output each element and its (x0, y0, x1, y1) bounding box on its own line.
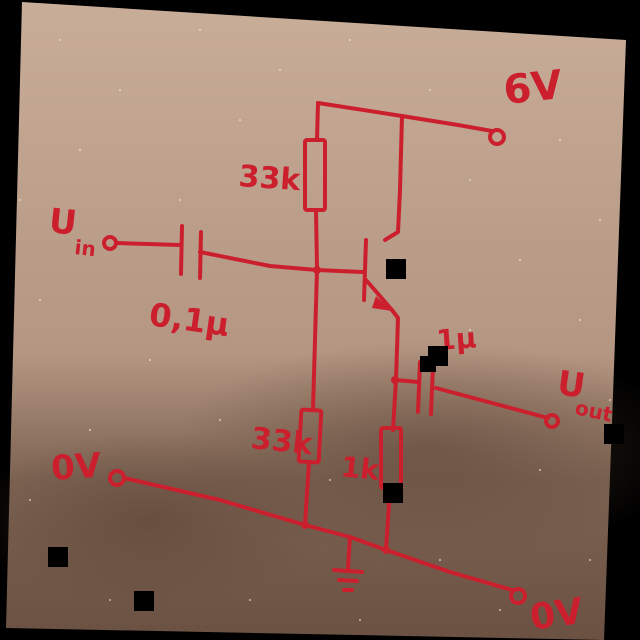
ground-right-label: 0V (528, 591, 586, 639)
collector-line (383, 114, 404, 242)
emitter-line (390, 308, 400, 432)
resistor-bottom (296, 407, 324, 465)
transistor-emitter (364, 278, 394, 312)
ground-junction-1 (301, 521, 309, 529)
resistor-top-leads (314, 101, 320, 270)
output-wire-right (434, 386, 550, 420)
output-wire-left (393, 378, 420, 384)
earth-symbol (332, 535, 364, 592)
ground-junction-2 (382, 546, 390, 554)
supply-terminal (488, 128, 506, 146)
supply-voltage-label: 6V (501, 62, 564, 114)
occlusion-squares (48, 259, 624, 611)
output-terminal (544, 413, 560, 429)
output-label: U (555, 363, 588, 406)
input-label: U (47, 201, 79, 244)
input-wire (115, 241, 319, 272)
resistor-emitter-label: 1k (339, 450, 382, 487)
ground-left-label: 0V (50, 446, 103, 489)
base-wire (315, 268, 364, 274)
resistor-bottom-label: 33k (249, 421, 315, 462)
resistor-bottom-leads (303, 268, 319, 527)
input-label-sub: in (73, 235, 96, 261)
transistor-base-bar (362, 238, 368, 302)
resistor-top (303, 138, 327, 212)
ground-terminal-right (509, 587, 527, 605)
resistor-top-label: 33k (237, 159, 302, 198)
transistor-emitter-arrow (372, 296, 392, 311)
speckle-noise (19, 29, 611, 621)
input-capacitor (179, 224, 203, 280)
supply-rail (316, 101, 494, 133)
circuit-drawing (102, 101, 560, 605)
output-capacitor (416, 360, 435, 416)
